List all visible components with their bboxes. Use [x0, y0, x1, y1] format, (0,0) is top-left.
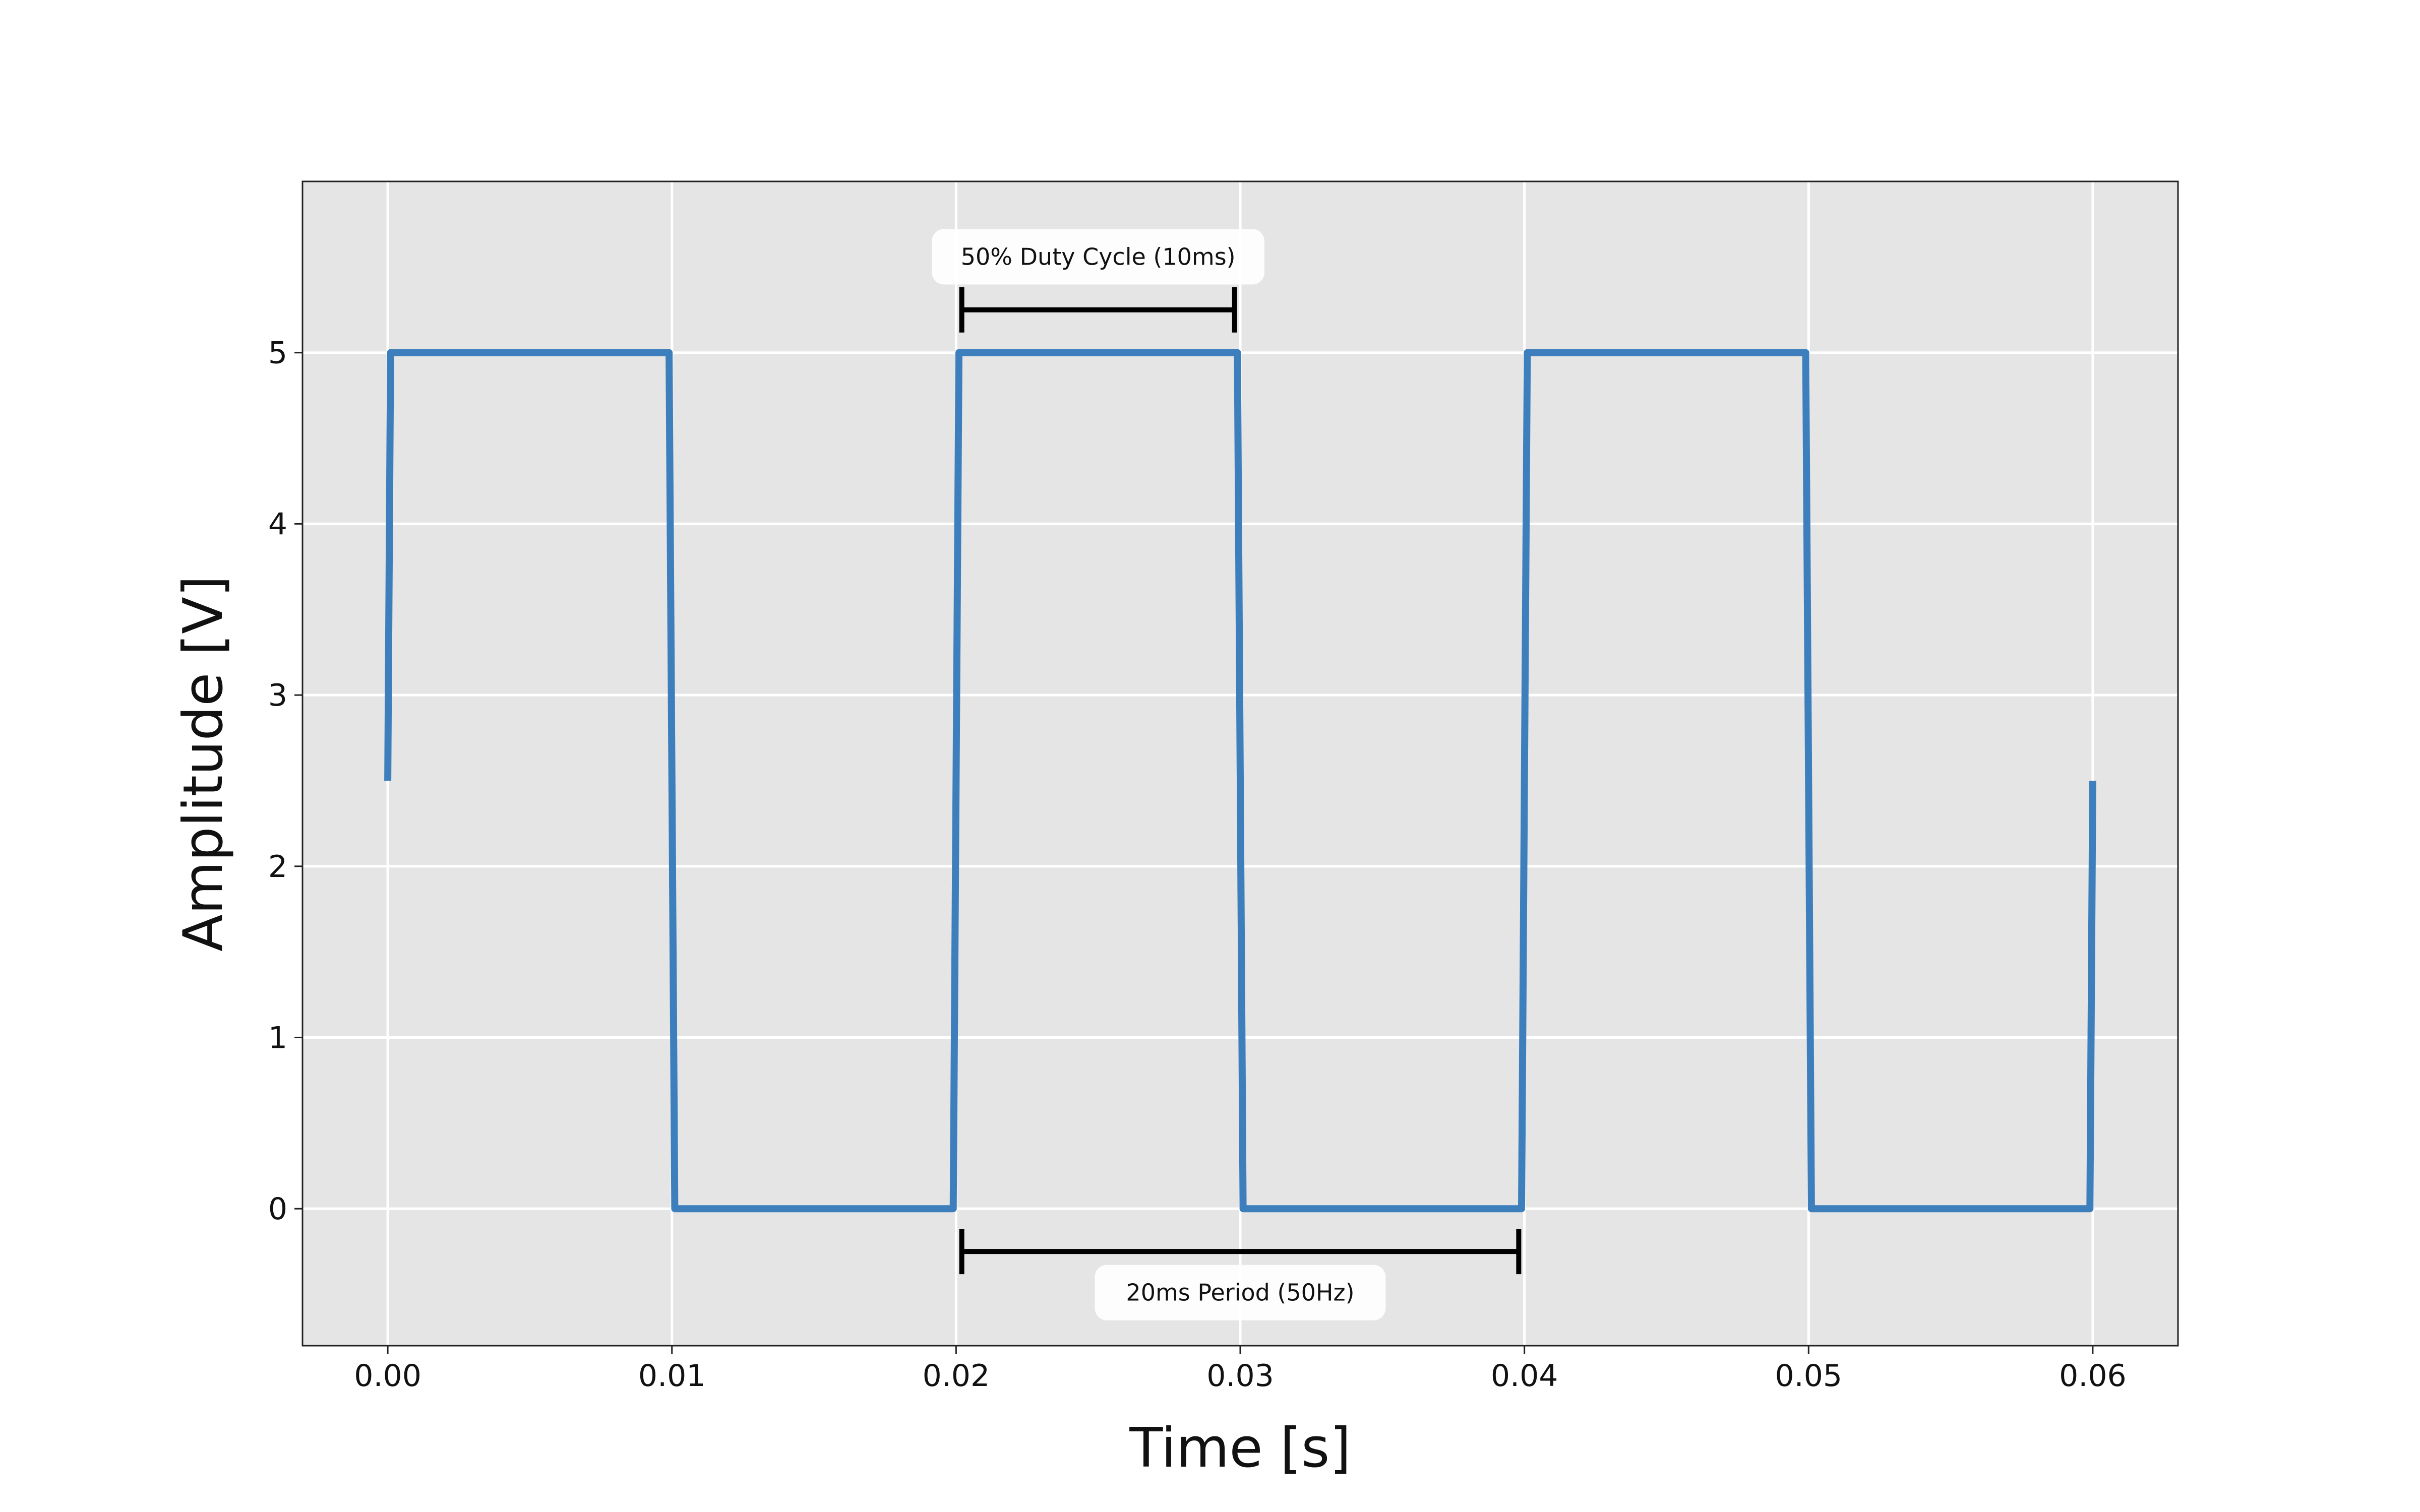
annotation-1: 20ms Period (50Hz) [959, 1229, 1522, 1320]
annotation-label-box [932, 229, 1264, 285]
annotation-label: 20ms Period (50Hz) [1126, 1279, 1354, 1306]
annotation-0: 50% Duty Cycle (10ms) [932, 229, 1264, 333]
y-tick-label: 4 [268, 507, 287, 542]
axis-ticks: 0.00 0.01 0.02 0.03 0.04 0.05 0.06 0 1 2 3 4 5 [268, 336, 2127, 1394]
y-tick-label: 3 [268, 678, 287, 713]
annotation-label-box [1095, 1265, 1386, 1320]
y-tick-label: 1 [268, 1021, 287, 1056]
y-tick-label: 5 [268, 336, 287, 371]
x-tick-label: 0.04 [1491, 1358, 1558, 1394]
x-tick-label: 0.05 [1775, 1358, 1842, 1394]
annotation-label: 50% Duty Cycle (10ms) [961, 243, 1236, 270]
y-tick-label: 2 [268, 849, 287, 885]
x-tick-label: 0.03 [1206, 1358, 1274, 1394]
x-tick-label: 0.06 [2059, 1358, 2127, 1394]
series-layer [384, 349, 2096, 1213]
x-tick-label: 0.01 [638, 1358, 706, 1394]
x-tick-label: 0.02 [923, 1358, 990, 1394]
x-axis-label: Time [s] [1129, 1417, 1351, 1480]
x-tick-label: 0.00 [354, 1358, 421, 1394]
series-line [384, 349, 2096, 1213]
y-axis-label: Amplitude [V] [172, 576, 235, 952]
annotation-layer: 50% Duty Cycle (10ms) 20ms Period (50Hz) [932, 229, 1522, 1320]
y-tick-label: 0 [268, 1191, 287, 1227]
